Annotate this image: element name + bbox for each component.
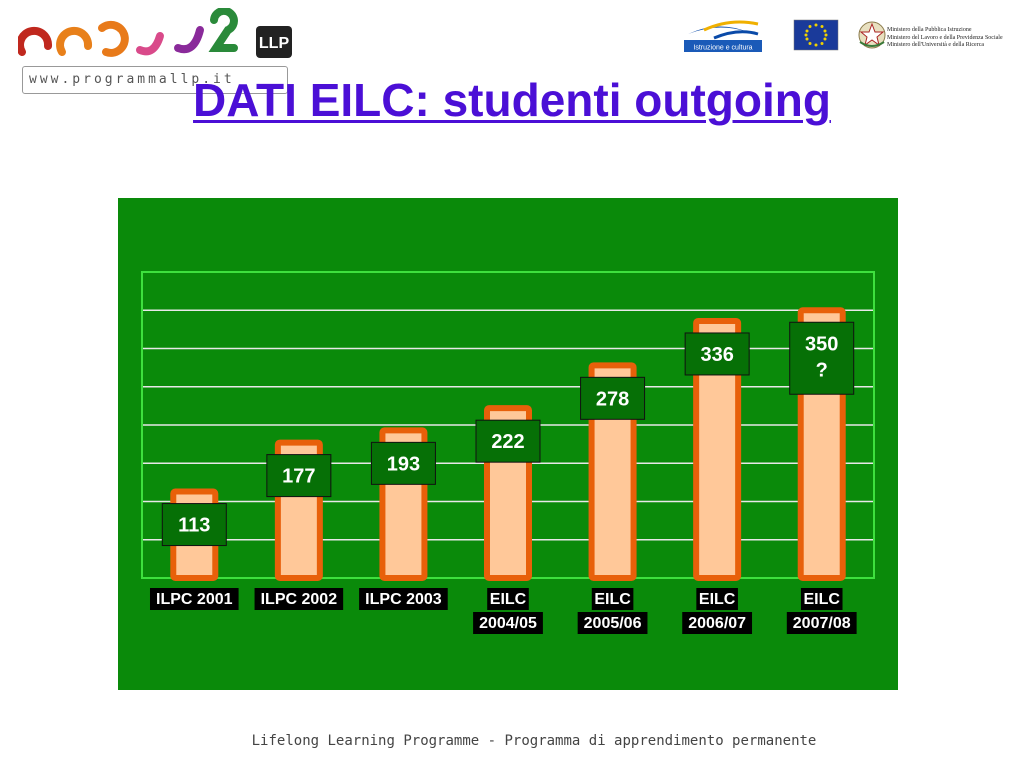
data-label-box bbox=[161, 503, 227, 547]
data-label: 222 bbox=[491, 431, 524, 453]
istruzione-caption: Istruzione e cultura bbox=[693, 45, 752, 52]
x-tick-label: 2004/05 bbox=[479, 615, 537, 632]
tick-label-bg bbox=[800, 588, 843, 610]
x-tick-label: ILPC 2001 bbox=[156, 591, 233, 608]
tick-label-bg bbox=[591, 588, 634, 610]
llp-logo-graphic: LLP bbox=[18, 8, 292, 58]
data-label: 193 bbox=[387, 453, 420, 475]
tick-label-bg bbox=[696, 588, 738, 610]
footer-text: Lifelong Learning Programme - Programma … bbox=[251, 733, 817, 749]
data-label: 350 bbox=[805, 333, 838, 355]
data-label-box bbox=[580, 376, 646, 420]
llp-programme-logo: LLP bbox=[18, 8, 298, 98]
tick-label-bg bbox=[577, 612, 648, 634]
tick-label-bg bbox=[487, 588, 529, 610]
data-label-box bbox=[370, 441, 436, 485]
data-label: ? bbox=[816, 359, 828, 381]
ministry-line: Ministero dell'Università e della Ricerc… bbox=[887, 42, 985, 48]
italian-republic-emblem-icon bbox=[858, 21, 886, 49]
bar bbox=[693, 317, 742, 582]
istruzione-e-cultura-logo: Istruzione e cultura bbox=[684, 20, 762, 52]
x-tick-label: EILC bbox=[594, 591, 631, 608]
x-tick-label: EILC bbox=[699, 591, 736, 608]
x-tick-label: EILC bbox=[803, 591, 840, 608]
data-label: 278 bbox=[596, 388, 629, 410]
tick-label-bg bbox=[149, 588, 239, 610]
data-label: 113 bbox=[178, 515, 210, 537]
data-label-box bbox=[684, 332, 750, 376]
data-label-box bbox=[266, 454, 332, 498]
data-label-box bbox=[475, 419, 541, 463]
tick-label-bg bbox=[473, 612, 543, 634]
tick-label-bg bbox=[786, 612, 857, 634]
ministry-line: Ministero del Lavoro e della Previdenza … bbox=[887, 34, 1003, 41]
tick-label-bg bbox=[359, 588, 448, 610]
x-tick-label: ILPC 2002 bbox=[261, 591, 338, 608]
data-label: 336 bbox=[700, 344, 733, 366]
x-tick-label: 2007/08 bbox=[793, 615, 851, 632]
page-title: DATI EILC: studenti outgoing bbox=[0, 70, 1024, 130]
data-label: 177 bbox=[282, 466, 315, 488]
tick-label-bg bbox=[682, 612, 753, 634]
partner-logos: Istruzione e cultura bbox=[684, 12, 1004, 58]
tick-label-bg bbox=[254, 588, 344, 610]
ministries-list: Ministero della Pubblica Istruzione Mini… bbox=[887, 27, 1003, 50]
ministry-line: Ministero della Pubblica Istruzione bbox=[887, 27, 972, 33]
data-label-box bbox=[789, 321, 855, 395]
eu-flag-icon bbox=[793, 19, 839, 51]
x-tick-label: EILC bbox=[490, 591, 527, 608]
bar-chart: 113 ILPC 2001 177 ILPC 2002 193 ILPC 2003 222 E… bbox=[118, 198, 898, 690]
x-tick-label: 2006/07 bbox=[688, 615, 746, 632]
website-link[interactable]: www.programmallp.it bbox=[22, 66, 288, 94]
llp-badge-text: LLP bbox=[259, 35, 290, 52]
x-tick-label: 2005/06 bbox=[584, 615, 642, 632]
x-tick-label: ILPC 2003 bbox=[365, 591, 442, 608]
chart-svg: 113 ILPC 2001 177 ILPC 2002 193 ILPC 2003 222 E… bbox=[118, 198, 898, 690]
page-title-text: DATI EILC: studenti outgoing bbox=[193, 74, 831, 126]
